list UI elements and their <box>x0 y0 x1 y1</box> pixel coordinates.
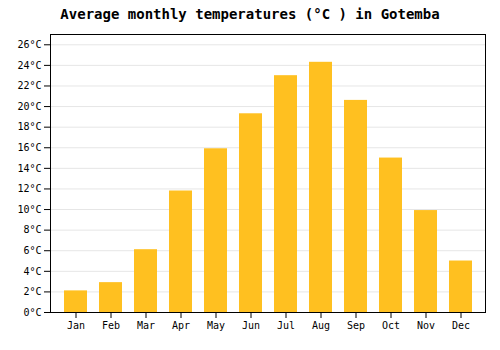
svg-text:Jan: Jan <box>67 320 85 331</box>
svg-text:Feb: Feb <box>102 320 120 331</box>
svg-text:6°C: 6°C <box>23 245 41 256</box>
svg-text:22°C: 22°C <box>17 80 41 91</box>
html-text:Average monthly temperatures (: Average monthly temperatures (°C ) in Go… <box>60 6 440 22</box>
svg-text:Jul: Jul <box>277 320 295 331</box>
svg-text:Jun: Jun <box>242 320 260 331</box>
svg-text:4°C: 4°C <box>23 266 41 277</box>
svg-text:Dec: Dec <box>452 320 470 331</box>
svg-text:2°C: 2°C <box>23 286 41 297</box>
svg-text:Apr: Apr <box>172 320 190 331</box>
svg-text:16°C: 16°C <box>17 142 41 153</box>
svg-text:24°C: 24°C <box>17 60 41 71</box>
svg-text:Oct: Oct <box>382 320 400 331</box>
svg-text:May: May <box>207 320 225 331</box>
svg-text:8°C: 8°C <box>23 224 41 235</box>
svg-text:10°C: 10°C <box>17 204 41 215</box>
svg-text:26°C: 26°C <box>17 39 41 50</box>
svg-text:14°C: 14°C <box>17 163 41 174</box>
svg-text:20°C: 20°C <box>17 101 41 112</box>
svg-text:Sep: Sep <box>347 320 365 331</box>
svg-text:Nov: Nov <box>417 320 435 331</box>
svg-text:0°C: 0°C <box>23 307 41 318</box>
svg-text:12°C: 12°C <box>17 183 41 194</box>
svg-text:Mar: Mar <box>137 320 155 331</box>
svg-text:18°C: 18°C <box>17 121 41 132</box>
svg-text:Aug: Aug <box>312 320 330 331</box>
